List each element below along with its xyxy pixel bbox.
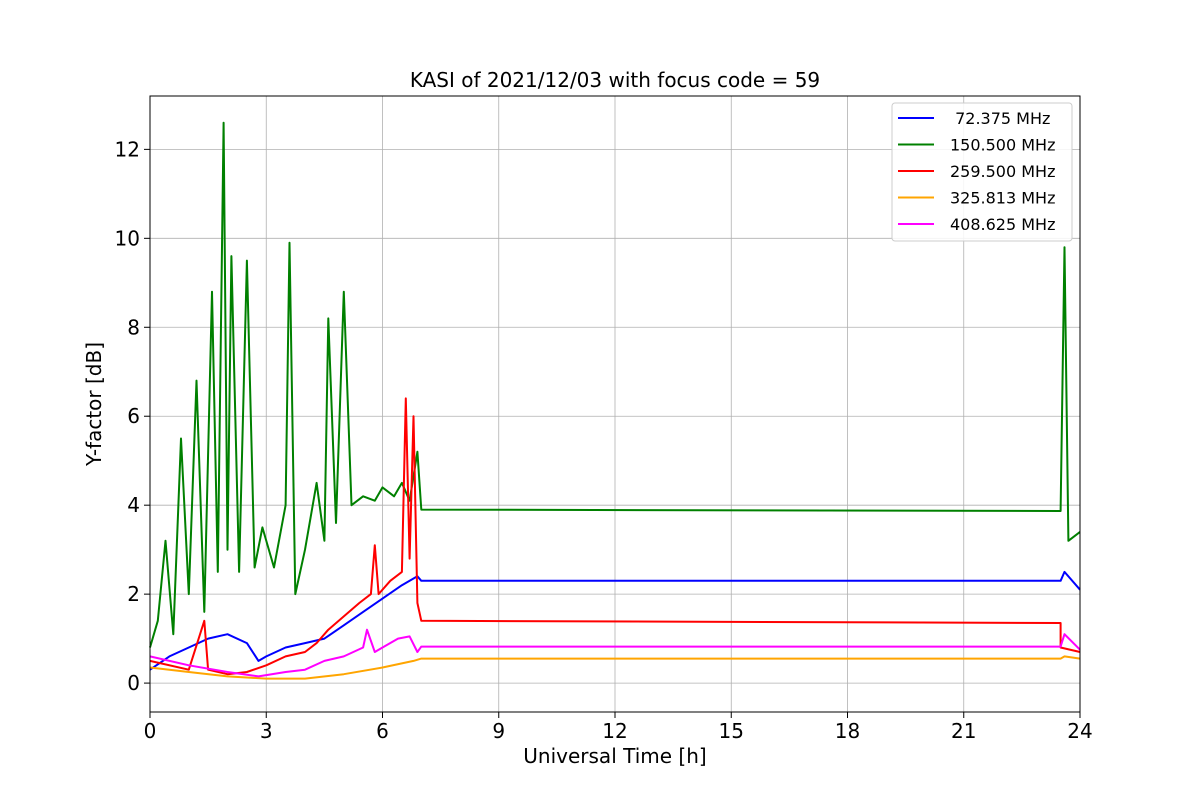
x-tick-label: 18 [835,719,860,743]
y-tick-label: 2 [127,582,140,606]
y-axis-ticks: 0 2 4 6 8 10 12 [115,137,150,695]
series-line-4 [149,655,1081,680]
legend: 72.375 MHz 150.500 MHz 259.500 MHz 325.813 … [891,102,1073,242]
x-axis-ticks: 0 3 6 9 12 15 18 21 24 [144,712,1093,743]
series-line-3 [149,397,1081,676]
x-tick-label: 15 [719,719,744,743]
legend-box [891,102,1073,242]
series-line-1 [149,570,1081,671]
legend-label-1: 72.375 MHz [950,109,1050,128]
y-tick-label: 8 [127,315,140,339]
series-line-2 [149,121,1081,648]
y-tick-label: 12 [115,137,140,161]
y-tick-label: 4 [127,493,140,517]
x-tick-label: 24 [1067,719,1092,743]
x-tick-label: 21 [951,719,976,743]
x-tick-label: 9 [492,719,505,743]
plot-series [149,121,1081,680]
y-axis-label: Y-factor [dB] [82,342,106,467]
x-tick-label: 6 [376,719,389,743]
x-axis-label: Universal Time [h] [523,744,706,768]
x-tick-label: 0 [144,719,157,743]
legend-label-3: 259.500 MHz [950,162,1055,181]
grid-lines [149,96,1081,712]
y-tick-label: 0 [127,671,140,695]
x-tick-label: 3 [260,719,273,743]
legend-label-4: 325.813 MHz [950,189,1055,208]
series-line-5 [149,628,1081,678]
y-tick-label: 10 [115,226,140,250]
chart-title: KASI of 2021/12/03 with focus code = 59 [410,68,820,92]
legend-label-5: 408.625 MHz [950,215,1055,234]
x-tick-label: 12 [602,719,627,743]
legend-label-2: 150.500 MHz [950,136,1055,155]
y-tick-label: 6 [127,404,140,428]
